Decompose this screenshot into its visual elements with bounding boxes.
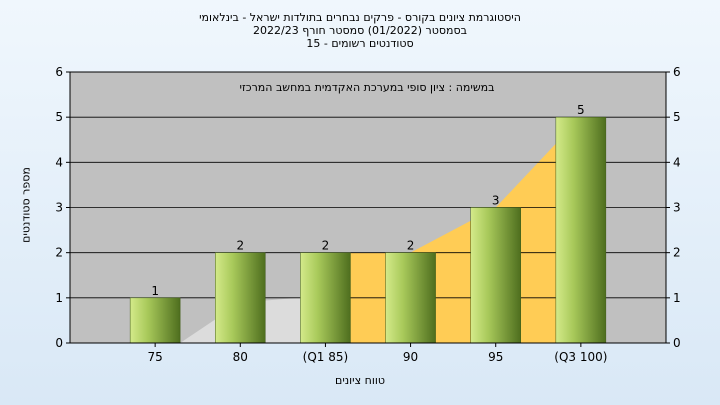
y-tick-label-right: 6 xyxy=(673,65,681,79)
x-tick-label: 80 xyxy=(233,350,248,364)
bar-value-label: 5 xyxy=(577,103,585,117)
x-tick-label: 95 xyxy=(488,350,503,364)
x-tick-label: (Q1 85) xyxy=(303,350,349,364)
y-tick-label-right: 2 xyxy=(673,246,681,260)
y-tick-label-left: 3 xyxy=(55,201,63,215)
bar xyxy=(385,252,436,344)
x-tick-label: 75 xyxy=(148,350,163,364)
y-tick-label-left: 4 xyxy=(55,155,63,169)
y-tick-label-right: 5 xyxy=(673,110,681,124)
x-tick-label: 90 xyxy=(403,350,418,364)
bar xyxy=(129,297,181,344)
bar-value-label: 2 xyxy=(322,239,330,253)
x-axis-label: טווח ציונים xyxy=(335,374,385,387)
y-tick-label-left: 0 xyxy=(55,336,63,350)
bar xyxy=(470,207,521,344)
y-tick-label-left: 1 xyxy=(55,291,63,305)
chart-title-line-3: סטודנטים רשומים - 15 xyxy=(306,37,414,50)
y-tick-label-right: 3 xyxy=(673,201,681,215)
bar xyxy=(555,116,607,344)
bar-value-label: 2 xyxy=(236,239,244,253)
y-tick-label-right: 4 xyxy=(673,155,681,169)
bar xyxy=(215,252,266,344)
chart-title-line-1: היסטוגרמת ציונים בקורס - פרקים נבחרים בת… xyxy=(199,11,521,24)
y-tick-label-right: 1 xyxy=(673,291,681,305)
bar-value-label: 1 xyxy=(151,284,159,298)
chart-annotation: במשימה : ציון סופי במערכת האקדמית במחשב … xyxy=(240,81,495,94)
y-tick-label-left: 5 xyxy=(55,110,63,124)
y-tick-label-right: 0 xyxy=(673,336,681,350)
chart-title-line-2: בסמסטר (01/2022) סמסטר חורף 2022/23 xyxy=(253,24,467,37)
bar xyxy=(300,252,351,344)
y-tick-label-left: 2 xyxy=(55,246,63,260)
y-tick-label-left: 6 xyxy=(55,65,63,79)
bar-value-label: 2 xyxy=(407,239,415,253)
plot-frame xyxy=(69,71,667,344)
bar-value-label: 3 xyxy=(492,194,500,208)
y-axis-label: מספר סטודנטים xyxy=(19,167,33,243)
x-tick-label: (Q3 100) xyxy=(554,350,607,364)
